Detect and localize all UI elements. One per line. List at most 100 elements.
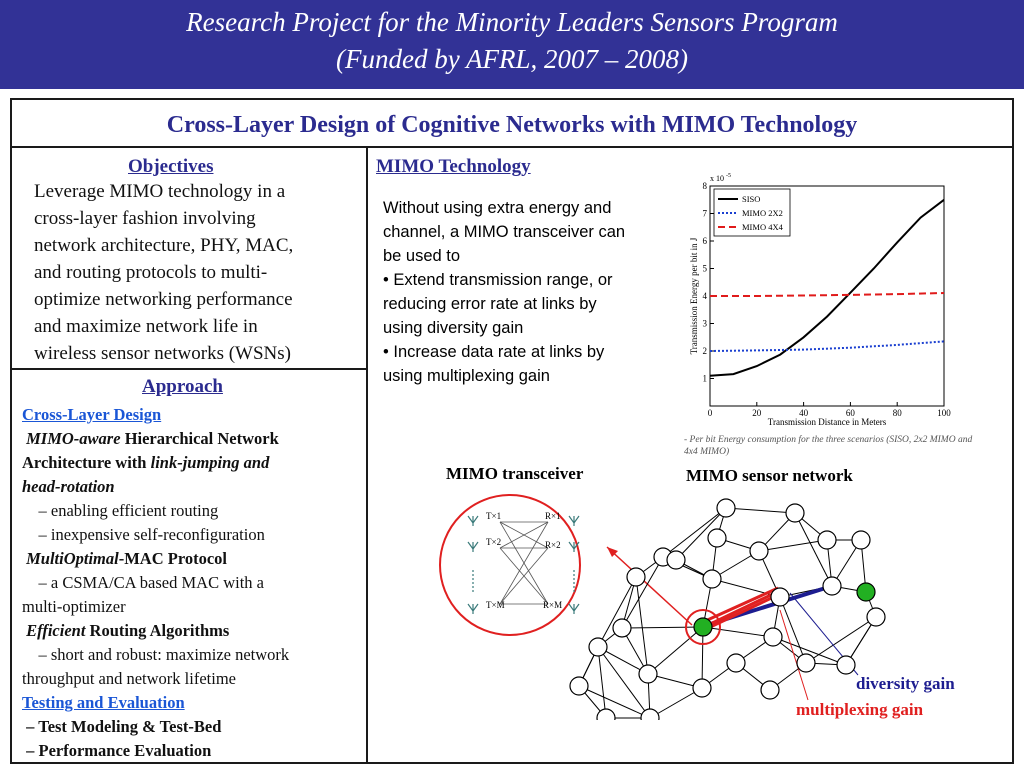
item1-line2-bold: Architecture with <box>22 453 151 472</box>
antenna-icon <box>568 515 580 526</box>
tx-label-m: T×M <box>486 600 505 610</box>
y-tick-label: 6 <box>703 236 708 246</box>
network-edge <box>578 685 651 719</box>
item3-bold: Routing Algorithms <box>85 621 230 640</box>
series-line-siso <box>709 199 945 377</box>
antenna-icon <box>467 603 479 614</box>
x-axis-label: Transmission Distance in Meters <box>768 417 887 427</box>
antenna-icon <box>568 541 580 552</box>
x-tick-label: 0 <box>708 408 713 418</box>
x-tick-label: 80 <box>893 408 903 418</box>
sensor-node <box>796 653 816 673</box>
mimo-sensor-network-label: MIMO sensor network <box>686 466 853 485</box>
item1-sub2: – inexpensive self-reconfiguration <box>38 525 265 544</box>
y-exponent-label: x 10 <box>710 174 724 183</box>
main-title: Cross-Layer Design of Cognitive Networks… <box>166 112 858 138</box>
item2-italic: MultiOptimal <box>26 549 119 568</box>
sensor-node <box>763 627 783 647</box>
sensor-node <box>817 530 837 550</box>
antenna-icon <box>467 515 479 526</box>
arrow-head <box>607 547 618 557</box>
sensor-node <box>851 530 871 550</box>
sensor-node <box>638 664 658 684</box>
objectives-heading: Objectives <box>128 156 214 177</box>
legend-entry: SISO <box>742 194 760 204</box>
testing-evaluation-link[interactable]: Testing and Evaluation <box>22 693 185 712</box>
mimo-line: • Extend transmission range, or <box>383 271 613 289</box>
diversity-gain-label: diversity gain <box>856 674 955 693</box>
item1-sub1: – enabling efficient routing <box>38 501 219 520</box>
network-edge <box>597 576 637 648</box>
antenna-icon <box>467 541 479 552</box>
y-exponent-power: -5 <box>726 173 731 179</box>
sensor-node <box>785 503 805 523</box>
sensor-node <box>716 498 736 518</box>
network-edge <box>647 626 704 675</box>
mimo-line: be used to <box>383 247 461 265</box>
sensor-node <box>692 678 712 698</box>
sensor-node <box>726 653 746 673</box>
content-frame: Cross-Layer Design of Cognitive Networks… <box>10 98 1014 764</box>
y-tick-label: 7 <box>703 209 708 219</box>
legend-entry: MIMO 2X2 <box>742 208 783 218</box>
multiplexing-link <box>703 589 780 629</box>
mimo-line: reducing error rate at links by <box>383 295 597 313</box>
pointer-arrow <box>606 546 693 626</box>
objectives-line: wireless sensor networks (WSNs) <box>34 343 291 364</box>
mimo-line: • Increase data rate at links by <box>383 343 605 361</box>
rx-label-m: R×M <box>543 600 562 610</box>
sensor-node <box>666 550 686 570</box>
network-edge <box>779 596 807 664</box>
multiplexing-link <box>703 592 781 632</box>
sensor-node <box>569 676 589 696</box>
network-edge <box>621 556 664 629</box>
mimo-network-diagram: T×1 T×2 T×M R×1 R×2 R×M <box>439 494 886 720</box>
item2-sub2: multi-optimizer <box>22 597 126 616</box>
x-tick-label: 60 <box>846 408 856 418</box>
sensor-node <box>702 569 722 589</box>
test-item-2: – Performance Evaluation <box>26 741 212 760</box>
network-edge <box>725 507 796 514</box>
slide-title-line1: Research Project for the Minority Leader… <box>186 7 838 37</box>
cross-layer-design-link[interactable]: Cross-Layer Design <box>22 405 162 424</box>
series-line-mimo-4x4 <box>710 292 945 297</box>
objectives-text: Leverage MIMO technology in a cross-laye… <box>34 178 364 367</box>
item1-italic: MIMO-aware <box>26 429 121 448</box>
network-edge <box>711 578 781 598</box>
item2-sub1: – a CSMA/CA based MAC with a <box>38 573 265 592</box>
network-edge <box>758 539 828 552</box>
mimo-technology-text: Without using extra energy and channel, … <box>383 196 683 388</box>
active-sensor-node <box>693 617 713 637</box>
item1-bold: Hierarchical Network <box>120 429 279 448</box>
approach-body: Cross-Layer Design MIMO-aware Hierarchic… <box>22 403 362 763</box>
mimo-line: Without using extra energy and <box>383 199 612 217</box>
mimo-transceiver-label: MIMO transceiver <box>446 464 584 483</box>
antenna-icon <box>568 603 580 614</box>
objectives-line: and routing protocols to multi- <box>34 262 268 283</box>
network-edge <box>597 646 651 719</box>
sensor-node <box>588 637 608 657</box>
sensor-node <box>612 618 632 638</box>
sensor-node <box>707 528 727 548</box>
divider-vertical <box>366 146 368 762</box>
network-edge <box>649 687 703 719</box>
mimo-technology-heading: MIMO Technology <box>376 156 531 177</box>
y-axis-label: Transmission Energy per bit in J <box>689 237 699 354</box>
divider-horizontal <box>12 146 1012 148</box>
multiplexing-pointer <box>779 609 809 701</box>
item3-sub1: – short and robust: maximize network <box>38 645 290 664</box>
network-edge <box>701 626 704 689</box>
mimo-line: using diversity gain <box>383 319 524 337</box>
network-nodes <box>569 498 886 720</box>
x-tick-label: 40 <box>799 408 809 418</box>
network-edge <box>772 636 847 666</box>
x-tick-label: 20 <box>752 408 762 418</box>
y-tick-label: 8 <box>703 181 708 191</box>
mimo-line: using multiplexing gain <box>383 367 550 385</box>
item1-line2-italic: link-jumping and <box>150 453 270 472</box>
y-tick-label: 1 <box>703 374 708 384</box>
y-tick-label: 3 <box>703 319 708 329</box>
x-tick-label: 100 <box>937 408 951 418</box>
slide-header: Research Project for the Minority Leader… <box>0 0 1024 89</box>
network-edge <box>635 576 649 675</box>
